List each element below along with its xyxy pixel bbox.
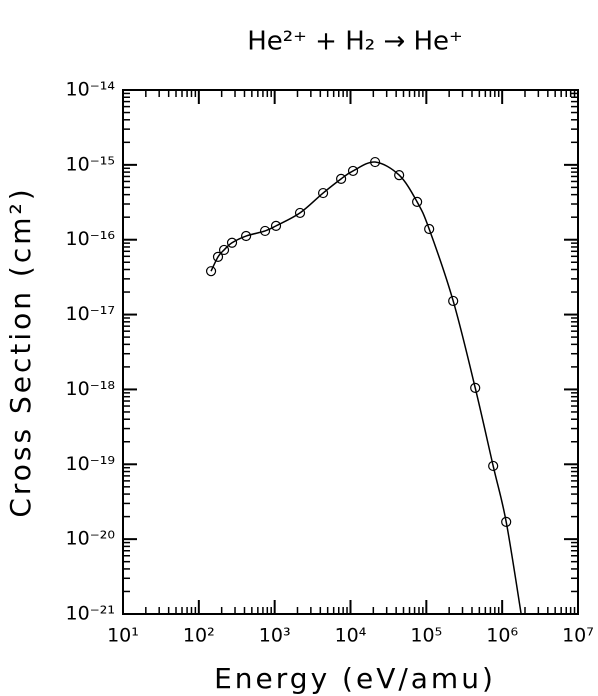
- x-axis-label: Energy (eV/amu): [214, 662, 496, 695]
- x-tick-label: 10²: [183, 625, 215, 647]
- y-tick-label: 10⁻¹⁷: [66, 303, 115, 325]
- y-tick-label: 10⁻¹⁶: [66, 228, 115, 250]
- y-tick-label: 10⁻¹⁵: [66, 153, 115, 175]
- x-tick-label: 10⁴: [335, 625, 367, 647]
- x-tick-label: 10⁵: [410, 625, 442, 647]
- fit-curve: [210, 161, 522, 614]
- y-tick-label: 10⁻¹⁴: [66, 79, 116, 101]
- y-tick-label: 10⁻²⁰: [66, 528, 115, 550]
- y-tick-label: 10⁻¹⁸: [66, 378, 115, 400]
- chart-title: He²⁺ + H₂ → He⁺: [247, 27, 463, 57]
- x-tick-label: 10¹: [107, 625, 139, 647]
- y-tick-label: 10⁻²¹: [66, 603, 115, 625]
- x-tick-label: 10⁷: [562, 625, 594, 647]
- x-tick-label: 10³: [259, 625, 291, 647]
- y-tick-label: 10⁻¹⁹: [66, 453, 115, 475]
- y-axis-label: Cross Section (cm²): [4, 186, 37, 517]
- x-tick-label: 10⁶: [486, 625, 518, 647]
